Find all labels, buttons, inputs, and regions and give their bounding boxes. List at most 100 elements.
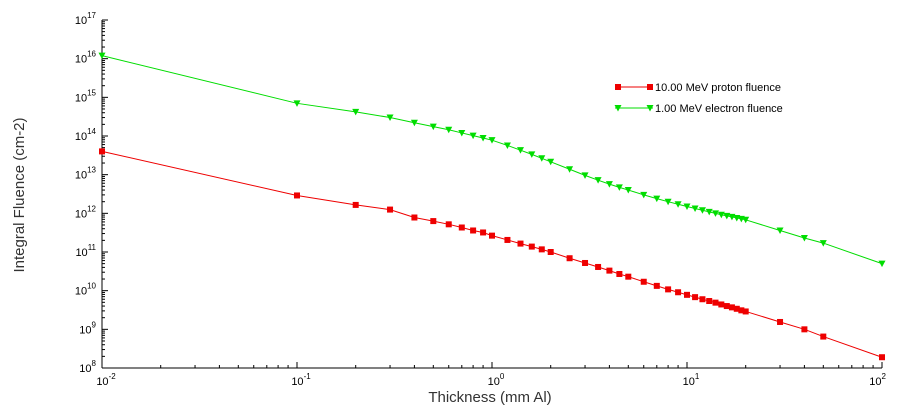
data-point bbox=[705, 208, 713, 216]
data-point bbox=[352, 201, 359, 208]
data-point bbox=[723, 303, 730, 310]
y-tick-exponent: 11 bbox=[88, 243, 97, 252]
x-tick-exponent: 0 bbox=[500, 372, 505, 381]
y-tick-label: 1010 bbox=[75, 282, 97, 298]
x-tick-exponent: 1 bbox=[695, 372, 700, 381]
data-point bbox=[819, 240, 827, 247]
data-point bbox=[800, 235, 808, 242]
data-point bbox=[445, 126, 453, 134]
legend: 10.00 MeV proton fluence 1.00 MeV electro… bbox=[614, 82, 783, 115]
data-point bbox=[547, 158, 555, 166]
data-point bbox=[445, 221, 452, 228]
data-point bbox=[293, 100, 301, 107]
y-tick-base: 10 bbox=[75, 92, 87, 104]
data-point bbox=[469, 132, 477, 140]
data-point bbox=[538, 246, 545, 253]
data-point bbox=[386, 114, 394, 122]
y-tick-base: 10 bbox=[79, 324, 91, 336]
series-layer bbox=[98, 52, 886, 361]
data-point bbox=[410, 119, 418, 127]
data-point bbox=[675, 289, 682, 296]
data-point bbox=[776, 227, 784, 234]
data-point bbox=[742, 308, 749, 315]
y-tick-exponent: 14 bbox=[87, 127, 96, 136]
data-point bbox=[582, 259, 589, 266]
data-point bbox=[699, 296, 706, 303]
y-tick-label: 1011 bbox=[75, 243, 96, 259]
y-tick-base: 10 bbox=[75, 15, 87, 27]
x-tick-base: 10 bbox=[96, 376, 108, 388]
data-point bbox=[581, 172, 589, 179]
data-point bbox=[718, 301, 725, 308]
x-tick-base: 10 bbox=[488, 376, 500, 388]
legend-marker bbox=[614, 105, 622, 112]
data-point bbox=[504, 236, 511, 243]
data-point bbox=[470, 227, 477, 234]
legend-marker bbox=[647, 84, 653, 90]
y-tick-exponent: 17 bbox=[87, 11, 96, 20]
x-axis-label: Thickness (mm Al) bbox=[428, 389, 551, 406]
data-point bbox=[820, 333, 827, 340]
data-point bbox=[489, 232, 495, 239]
data-point bbox=[738, 307, 745, 314]
data-point bbox=[777, 318, 784, 325]
data-point bbox=[733, 305, 740, 312]
series-electron bbox=[98, 52, 886, 268]
data-point bbox=[479, 134, 487, 142]
data-point bbox=[528, 151, 536, 158]
data-point bbox=[516, 147, 524, 154]
data-point bbox=[692, 294, 699, 301]
data-point bbox=[728, 304, 735, 311]
x-tick-exponent: -2 bbox=[109, 372, 117, 381]
data-point bbox=[653, 195, 661, 203]
data-point bbox=[712, 299, 719, 306]
data-point bbox=[879, 354, 885, 361]
data-point bbox=[616, 270, 623, 277]
data-point bbox=[698, 207, 706, 214]
y-tick-base: 10 bbox=[75, 131, 87, 143]
legend-label: 1.00 MeV electron fluence bbox=[655, 103, 783, 115]
data-point bbox=[624, 187, 632, 194]
y-tick-label: 1012 bbox=[75, 204, 97, 220]
data-point bbox=[528, 243, 535, 250]
data-point bbox=[706, 298, 713, 305]
plot-area bbox=[101, 20, 882, 369]
y-tick-label: 1014 bbox=[75, 127, 97, 143]
data-point bbox=[98, 52, 106, 60]
y-tick-exponent: 10 bbox=[87, 282, 96, 291]
data-point bbox=[801, 326, 808, 333]
y-tick-exponent: 16 bbox=[87, 50, 96, 59]
y-tick-base: 10 bbox=[75, 54, 87, 66]
y-tick-base: 10 bbox=[75, 247, 87, 259]
y-axis-label: Integral Fluence (cm-2) bbox=[11, 117, 28, 272]
x-tick-label: 10-2 bbox=[96, 372, 116, 388]
y-tick-exponent: 9 bbox=[92, 320, 97, 329]
x-tick-base: 10 bbox=[869, 376, 881, 388]
y-tick-label: 1015 bbox=[75, 88, 97, 104]
data-point bbox=[606, 267, 613, 274]
data-point bbox=[684, 291, 690, 298]
data-point bbox=[653, 282, 660, 289]
data-point bbox=[717, 211, 725, 219]
data-point bbox=[430, 218, 437, 225]
x-tick-label: 102 bbox=[869, 372, 886, 388]
legend-item: 1.00 MeV electron fluence bbox=[614, 103, 783, 115]
y-tick-label: 1017 bbox=[75, 11, 97, 27]
data-point bbox=[411, 214, 418, 221]
data-point bbox=[665, 286, 672, 293]
data-point bbox=[742, 216, 750, 224]
y-tick-base: 10 bbox=[75, 170, 87, 182]
x-tick-label: 100 bbox=[488, 372, 505, 388]
data-point bbox=[594, 177, 602, 184]
data-point bbox=[640, 278, 647, 285]
x-tick-label: 101 bbox=[683, 372, 700, 388]
data-point bbox=[683, 203, 691, 211]
data-point bbox=[458, 129, 466, 137]
data-point bbox=[547, 249, 554, 255]
y-tick-exponent: 8 bbox=[92, 359, 97, 368]
data-point bbox=[538, 155, 546, 162]
x-tick-exponent: 2 bbox=[882, 372, 887, 381]
y-tick-label: 1013 bbox=[75, 166, 97, 182]
y-tick-label: 109 bbox=[79, 320, 96, 336]
